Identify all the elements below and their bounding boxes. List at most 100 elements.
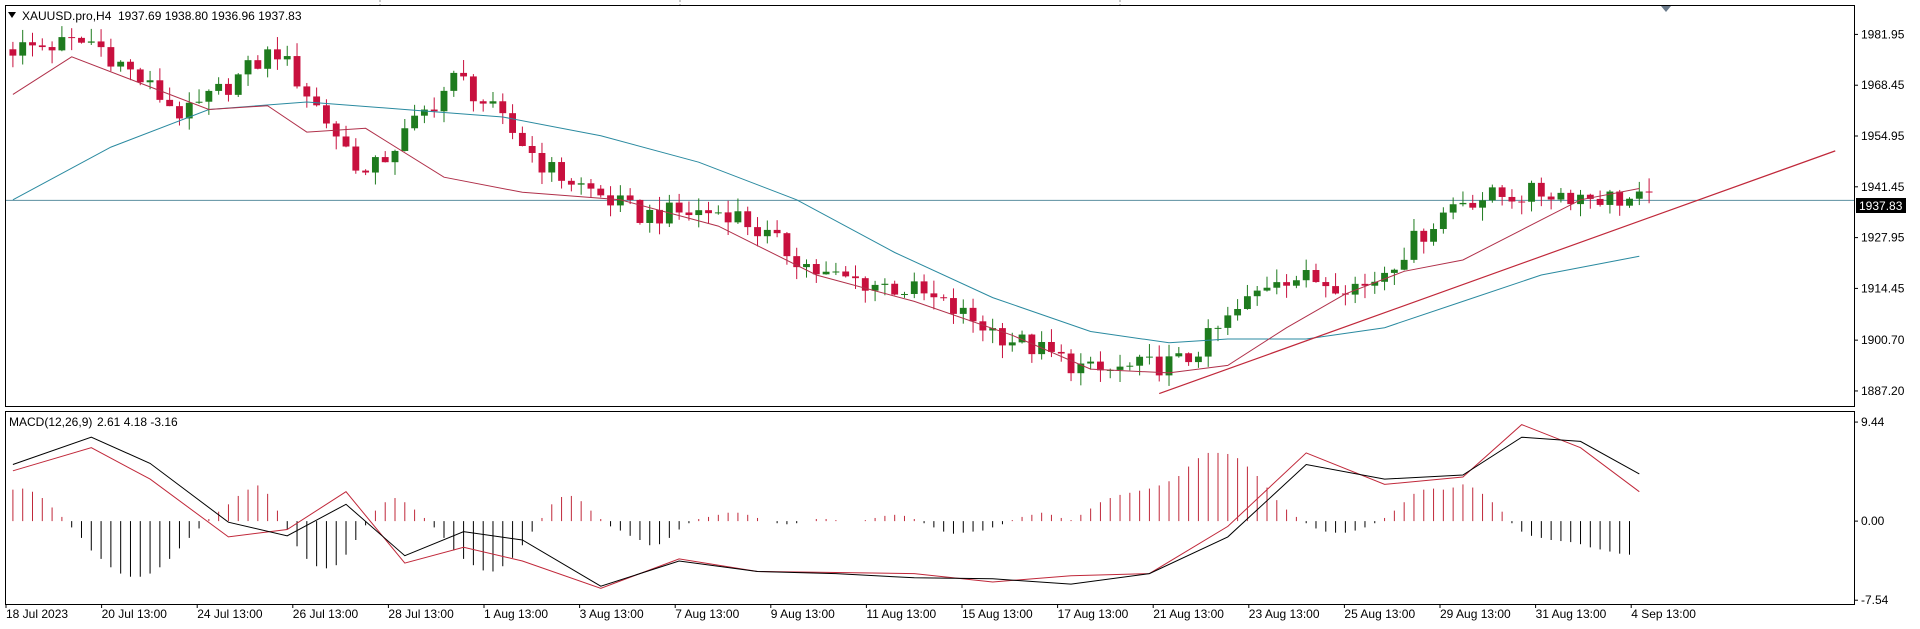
candle-body — [950, 298, 957, 314]
candle-body — [1077, 363, 1085, 374]
candle — [1028, 333, 1036, 363]
candle — [1057, 344, 1065, 362]
candle-body — [381, 157, 389, 163]
candle — [274, 37, 281, 70]
candle-body — [127, 61, 134, 70]
candle-body — [166, 99, 174, 107]
candle — [489, 91, 497, 108]
candle-body — [812, 264, 820, 275]
symbol-dropdown-icon[interactable] — [8, 12, 16, 18]
candle — [724, 200, 732, 235]
candle — [1273, 269, 1281, 295]
time-tick-label: 7 Aug 13:00 — [675, 607, 739, 621]
candle-body — [1508, 196, 1516, 202]
candle-body — [832, 271, 840, 273]
candle-body — [274, 49, 281, 60]
candle-body — [1616, 191, 1624, 206]
candle — [1430, 223, 1437, 246]
candle-body — [910, 281, 918, 294]
candle — [518, 126, 526, 147]
candle — [1596, 190, 1604, 207]
ohlc-values: 1937.69 1938.80 1936.96 1937.83 — [118, 9, 302, 23]
candle-body — [861, 278, 869, 291]
candle — [1400, 247, 1408, 271]
macd-values: 2.61 4.18 -3.16 — [97, 415, 178, 429]
candle — [254, 55, 262, 70]
macd-layer — [12, 424, 1640, 589]
candle-body — [636, 199, 644, 223]
candle-body — [1243, 296, 1251, 309]
candle — [215, 77, 223, 95]
time-tick-label: 29 Aug 13:00 — [1440, 607, 1511, 621]
candle — [509, 104, 517, 140]
candle — [665, 194, 673, 228]
candle-body — [871, 284, 879, 291]
candle — [1253, 285, 1261, 306]
candle — [1459, 191, 1467, 207]
candle-body — [518, 132, 526, 147]
candle — [597, 185, 605, 198]
candle-body — [538, 152, 546, 173]
candle — [499, 93, 507, 125]
candle — [420, 105, 428, 124]
candle-body — [1410, 230, 1418, 260]
candle-body — [1185, 353, 1193, 363]
candle — [391, 149, 399, 175]
candle — [117, 60, 125, 72]
candle-body — [1596, 198, 1604, 205]
candle-body — [1361, 283, 1369, 286]
candle — [176, 101, 183, 126]
current-price-value: 1937.83 — [1859, 199, 1903, 213]
candle-body — [9, 49, 17, 56]
candle — [78, 36, 85, 44]
candle — [959, 299, 967, 324]
candle — [1586, 193, 1594, 209]
chart-shift-marker[interactable] — [1661, 6, 1671, 12]
candle-body — [577, 183, 585, 185]
candle-body — [714, 212, 722, 214]
candle-body — [1469, 202, 1477, 208]
candle — [107, 38, 115, 72]
candle — [1155, 345, 1163, 382]
candle-body — [1626, 198, 1633, 206]
candle-body — [1175, 353, 1183, 357]
candle-body — [234, 74, 242, 95]
candle — [1283, 274, 1291, 298]
candle — [989, 318, 997, 344]
time-tick-label: 9 Aug 13:00 — [771, 607, 835, 621]
time-tick-label: 24 Jul 13:00 — [197, 607, 263, 621]
candle — [842, 266, 850, 278]
candle — [1508, 189, 1516, 209]
candle — [234, 73, 242, 97]
candle — [29, 32, 36, 57]
candle — [783, 232, 791, 265]
candle — [1322, 277, 1330, 298]
candle-body — [48, 47, 56, 51]
candle — [1224, 306, 1232, 336]
candle-body — [783, 233, 791, 257]
candle — [616, 185, 624, 213]
candle-body — [558, 162, 565, 181]
candle-body — [499, 101, 507, 114]
trendline[interactable] — [1159, 150, 1836, 395]
candle-body — [1351, 283, 1359, 295]
candle-body — [1234, 308, 1242, 316]
candle-body — [1136, 356, 1144, 366]
candle-body — [1430, 229, 1437, 242]
candle — [1243, 284, 1251, 310]
candle — [744, 206, 752, 236]
candle — [371, 155, 379, 185]
candle-body — [371, 157, 379, 173]
macd-signal-line — [12, 424, 1640, 589]
candle — [1557, 188, 1565, 203]
candle — [1126, 362, 1134, 371]
candle-body — [342, 136, 350, 147]
candle-body — [607, 195, 614, 206]
candle — [411, 104, 419, 131]
candle-body — [1586, 194, 1594, 199]
candle — [460, 60, 468, 81]
candle-body — [1322, 282, 1330, 287]
candle — [136, 67, 144, 86]
